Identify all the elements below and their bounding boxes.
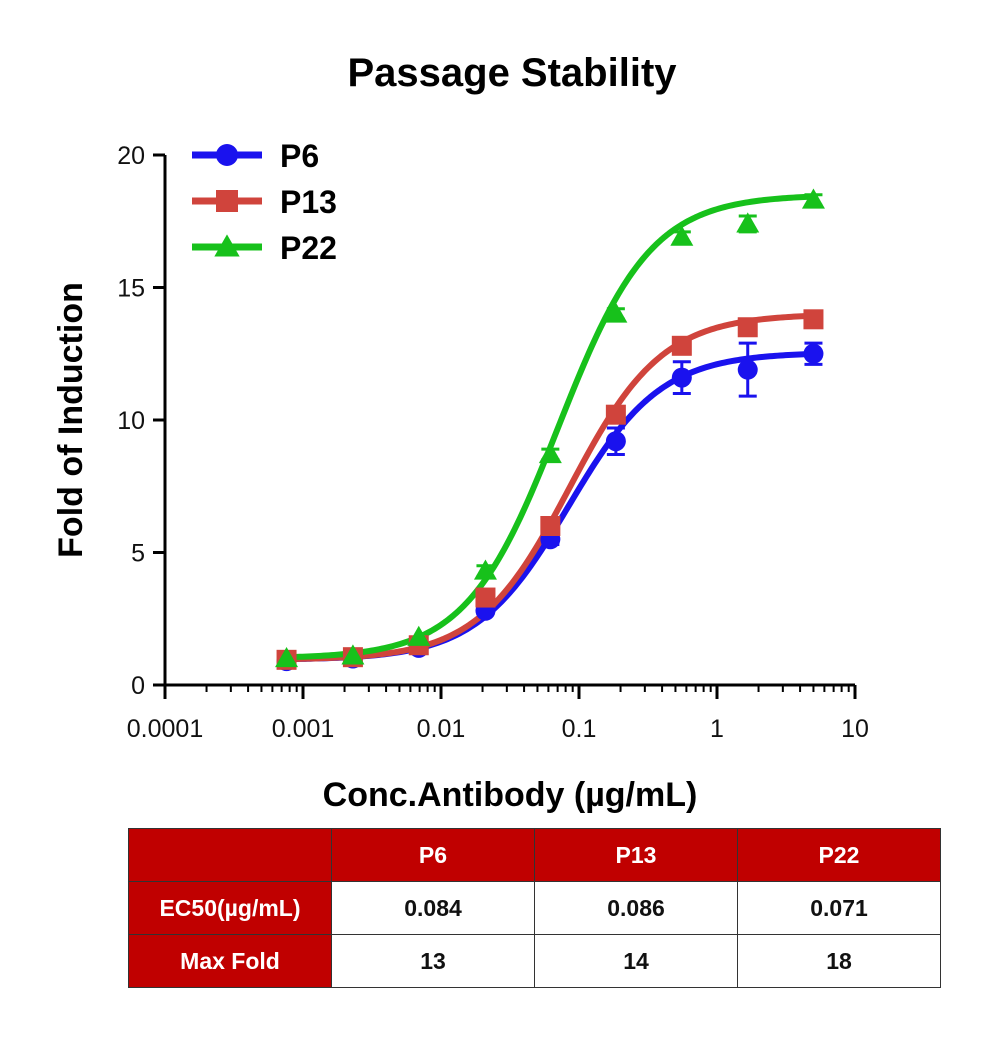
table-cell: 18 — [737, 934, 941, 988]
y-axis-title: Fold of Induction — [52, 282, 90, 558]
y-tick-label: 0 — [131, 672, 145, 700]
y-tick-label: 20 — [117, 142, 145, 170]
table-cell: 0.084 — [331, 881, 535, 935]
point-p13 — [540, 516, 561, 536]
table-row-label: Max Fold — [128, 934, 332, 988]
curve-p13 — [280, 312, 818, 663]
x-tick-label: 10 — [841, 715, 869, 743]
legend-marker-p6 — [216, 144, 238, 166]
legend: P6 P13 P22 — [192, 138, 337, 266]
summary-table: P6 P13 P22 EC50(µg/mL) 0.084 0.086 0.071… — [128, 828, 941, 988]
curve-p22 — [280, 193, 818, 661]
point-p22 — [604, 302, 628, 323]
table-corner-cell — [128, 828, 332, 882]
point-p13 — [737, 317, 758, 338]
x-tick-label: 0.001 — [272, 715, 335, 743]
point-p13 — [605, 404, 626, 425]
table-cell: 0.071 — [737, 881, 941, 935]
point-p22 — [801, 188, 825, 209]
tick-labels: 0 5 10 15 20 0.0001 0.001 0.01 0.1 1 10 — [117, 142, 869, 743]
table-header-row: P6 P13 P22 — [128, 828, 941, 882]
point-p6 — [671, 367, 692, 388]
table-cell: 13 — [331, 934, 535, 988]
x-tick-label: 0.0001 — [127, 715, 203, 743]
axes — [153, 153, 857, 699]
y-tick-label: 10 — [117, 407, 145, 435]
x-tick-label: 0.01 — [417, 715, 466, 743]
x-axis-title: Conc.Antibody (µg/mL) — [323, 776, 698, 814]
point-p13 — [803, 309, 824, 330]
point-p22 — [275, 647, 299, 668]
legend-marker-p22 — [214, 234, 240, 257]
legend-label-p6: P6 — [280, 138, 319, 174]
point-p13 — [475, 587, 496, 608]
legend-label-p22: P22 — [280, 230, 337, 266]
point-p22 — [736, 212, 760, 233]
curve-p6 — [280, 350, 818, 663]
chart-title: Passage Stability — [347, 51, 677, 95]
dose-response-chart: Passage Stability 0 5 10 15 20 0.0001 0.001 0.0… — [52, 51, 869, 814]
table-cell: 14 — [534, 934, 738, 988]
point-p6 — [605, 431, 626, 452]
point-p6 — [803, 343, 824, 364]
point-p22 — [473, 559, 497, 580]
fitted-curves — [280, 193, 818, 663]
table-header-p13: P13 — [534, 828, 738, 882]
legend-label-p13: P13 — [280, 184, 337, 220]
point-p22 — [538, 442, 562, 464]
table-row-label: EC50(µg/mL) — [128, 881, 332, 935]
point-p6 — [737, 359, 758, 380]
y-tick-label: 15 — [117, 275, 145, 303]
table-header-p22: P22 — [737, 828, 941, 882]
point-p22 — [341, 644, 365, 665]
point-p22 — [407, 625, 431, 646]
point-p13 — [671, 335, 692, 356]
table-row-max-fold: Max Fold 13 14 18 — [128, 934, 941, 988]
x-tick-label: 1 — [710, 715, 724, 743]
x-tick-label: 0.1 — [562, 715, 597, 743]
y-tick-label: 5 — [131, 540, 145, 568]
legend-marker-p13 — [216, 190, 238, 212]
table-row-ec50: EC50(µg/mL) 0.084 0.086 0.071 — [128, 881, 941, 935]
table-header-p6: P6 — [331, 828, 535, 882]
data-markers — [275, 188, 825, 672]
table-cell: 0.086 — [534, 881, 738, 935]
point-p22 — [670, 225, 694, 246]
